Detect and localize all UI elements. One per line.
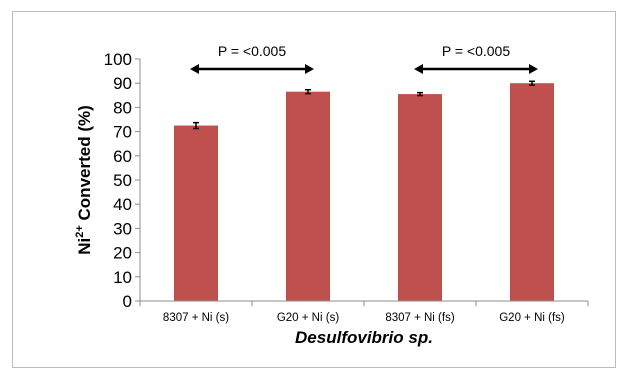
category-label: G20 + Ni (fs) <box>499 312 565 324</box>
p-value-label: P = <0.005 <box>442 43 510 59</box>
y-axis-title-base: Ni <box>75 238 94 255</box>
arrow-left-icon <box>190 64 199 74</box>
y-tick-label: 10 <box>113 268 132 287</box>
bar-2 <box>286 91 330 301</box>
y-axis-title-superscript: 2+ <box>74 225 86 238</box>
y-tick-label: 40 <box>113 195 132 214</box>
y-tick-label: 70 <box>113 123 132 142</box>
y-axis-title: Ni2+ Converted (%) <box>74 105 94 255</box>
y-tick-label: 30 <box>113 219 132 238</box>
y-axis-title-rest: Converted (%) <box>75 105 94 225</box>
y-tick-label: 60 <box>113 147 132 166</box>
y-tick-label: 0 <box>123 292 132 311</box>
bar-1 <box>174 125 218 301</box>
bar-4 <box>510 83 554 301</box>
category-label: 8307 + Ni (fs) <box>385 312 455 324</box>
p-value-label: P = <0.005 <box>218 43 286 59</box>
y-tick-label: 50 <box>113 171 132 190</box>
category-label: 8307 + Ni (s) <box>163 312 229 324</box>
bars-layer <box>174 80 554 301</box>
x-axis-title: Desulfovibrio sp. <box>295 328 433 347</box>
y-tick-label: 100 <box>104 50 132 69</box>
bar-3 <box>398 94 442 301</box>
y-tick-label: 20 <box>113 244 132 263</box>
y-tick-label: 90 <box>113 74 132 93</box>
arrow-left-icon <box>414 64 423 74</box>
category-label: G20 + Ni (s) <box>277 312 339 324</box>
arrow-right-icon <box>529 64 538 74</box>
y-tick-label: 80 <box>113 98 132 117</box>
axes-layer <box>135 58 589 306</box>
arrow-right-icon <box>305 64 314 74</box>
labels-layer: 0 10 20 30 40 50 60 70 80 90 100 8307 + Ni (s) G20 +… <box>74 43 565 347</box>
